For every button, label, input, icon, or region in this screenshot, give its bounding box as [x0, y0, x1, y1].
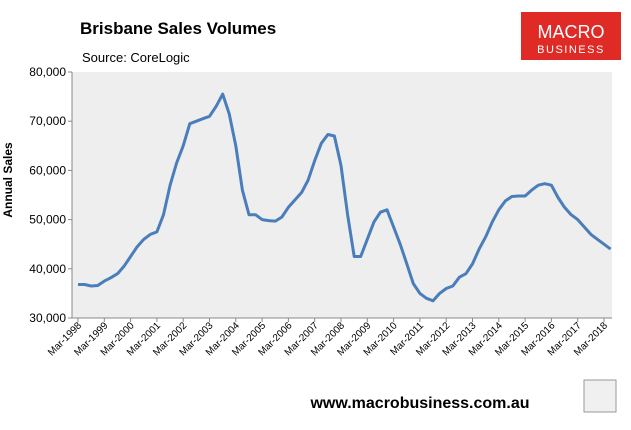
y-tick-label: 30,000 — [29, 311, 66, 325]
chart-subtitle: Source: CoreLogic — [82, 50, 190, 65]
y-tick-label: 50,000 — [29, 213, 66, 227]
y-tick-label: 80,000 — [29, 65, 66, 79]
fox-icon — [583, 379, 617, 413]
url: www.macrobusiness.com.au — [309, 395, 529, 412]
plot-background — [72, 72, 612, 318]
logo-top: MACRO — [538, 22, 605, 42]
line-series — [78, 92, 612, 303]
chart-title: Brisbane Sales Volumes — [80, 19, 276, 38]
y-tick-label: 40,000 — [29, 262, 66, 276]
y-tick-label: 60,000 — [29, 163, 66, 177]
logo-box — [521, 12, 621, 60]
y-axis-label: Annual Sales — [1, 142, 15, 218]
y-tick-label: 70,000 — [29, 114, 66, 128]
logo-bottom: BUSINESS — [537, 44, 605, 56]
